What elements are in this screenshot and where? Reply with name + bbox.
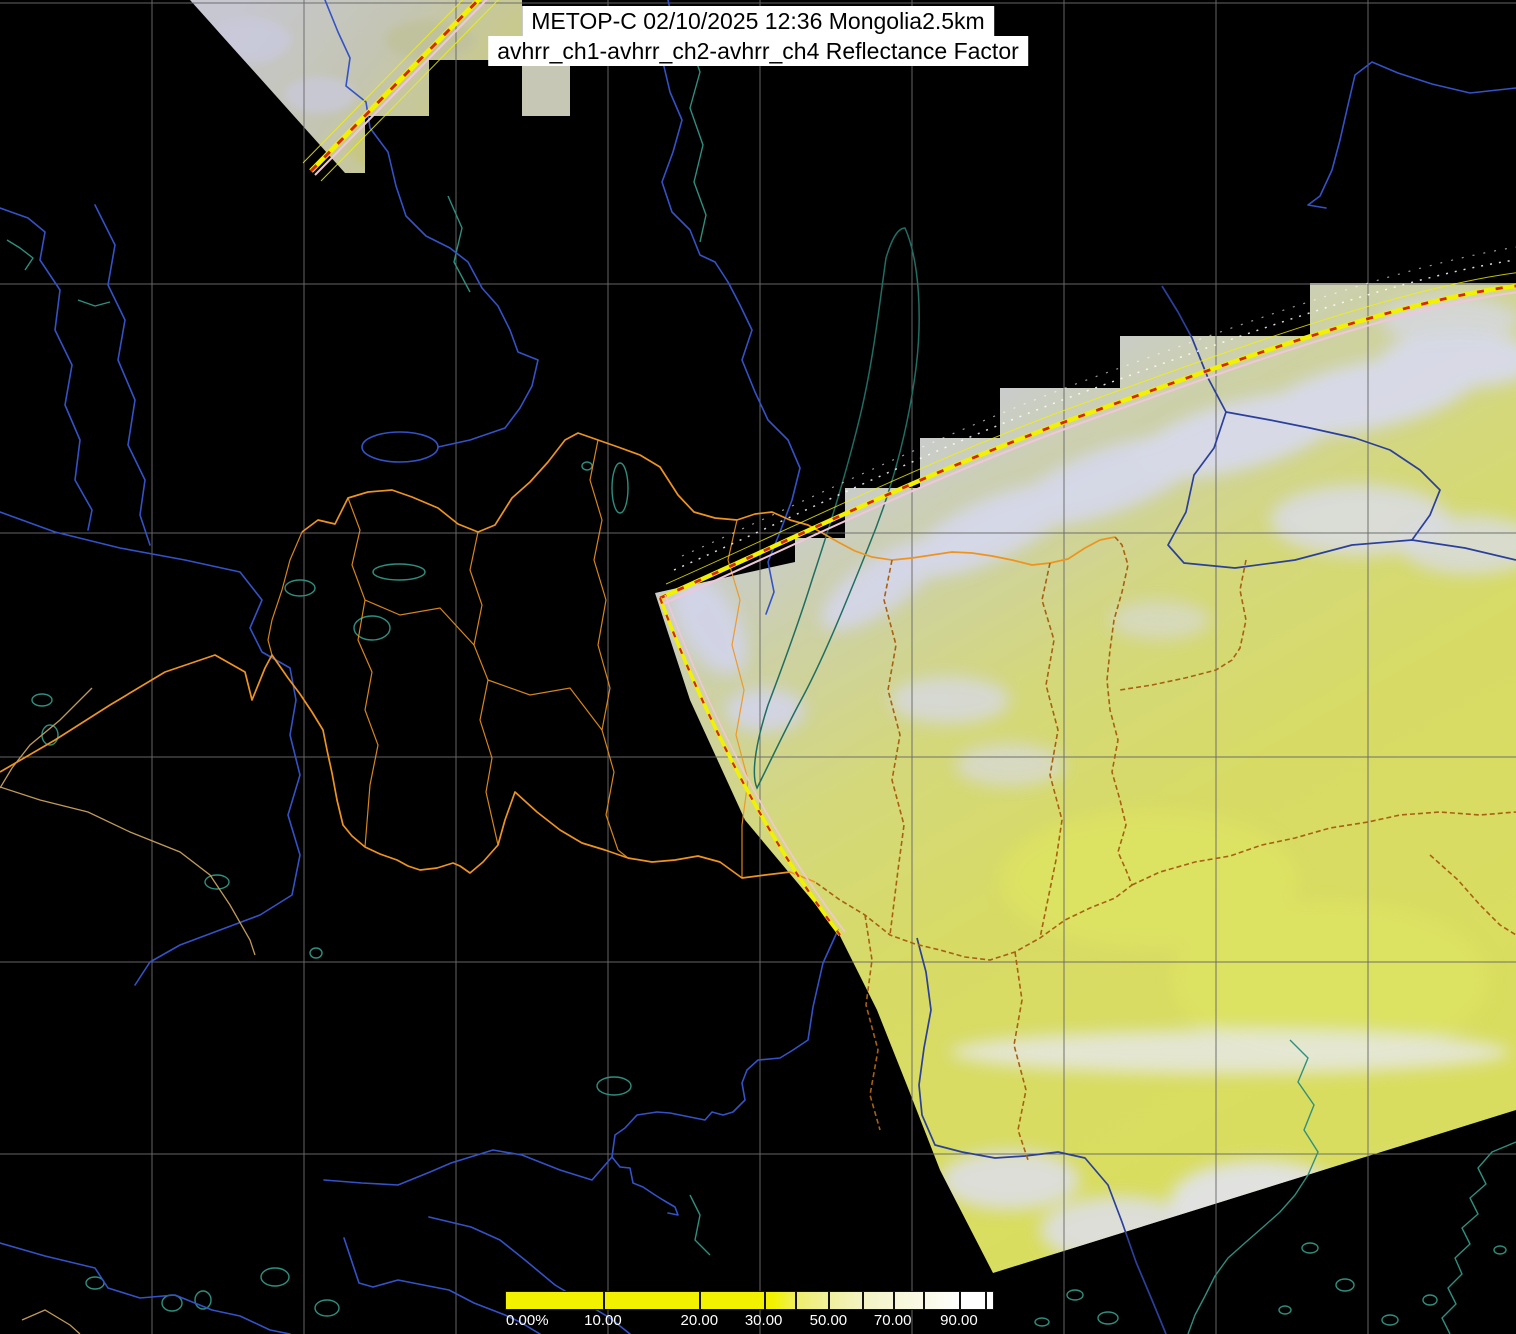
- country-borders: [0, 432, 1516, 1161]
- colorbar: 0.00% 10.00 20.00 30.00 50.00 70.00 90.0…: [505, 1291, 994, 1329]
- colorbar-tick: [985, 1292, 988, 1309]
- colorbar-tick: [699, 1292, 702, 1309]
- rivers-on-swath: [916, 285, 1516, 1334]
- secondary-borders: [0, 687, 256, 1334]
- swath-clouds: [673, 296, 1516, 1273]
- colorbar-labels: 0.00% 10.00 20.00 30.00 50.00 70.00 90.0…: [506, 1309, 993, 1329]
- colorbar-tick: [763, 1292, 766, 1309]
- colorbar-tick: [892, 1292, 895, 1309]
- colorbar-tick: [923, 1292, 926, 1309]
- colorbar-tick: [958, 1292, 961, 1309]
- coastlines-lakes: [6, 37, 1516, 1334]
- colorbar-label: 20.00: [680, 1312, 719, 1329]
- colorbar-tick: [602, 1292, 605, 1309]
- lake-baikal: [753, 227, 920, 790]
- colorbar-label: 70.00: [873, 1312, 912, 1329]
- colorbar-tick: [795, 1292, 798, 1309]
- colorbar-tick: [828, 1292, 831, 1309]
- product-subtitle: avhrr_ch1-avhrr_ch2-avhrr_ch4 Reflectanc…: [488, 36, 1028, 66]
- satellite-swath: [522, 60, 1516, 1273]
- colorbar-label: 0.00%: [506, 1312, 549, 1329]
- colorbar-label: 10.00: [584, 1312, 622, 1329]
- mongolia-border: [301, 432, 1116, 566]
- title-box: METOP-C 02/10/2025 12:36 Mongolia2.5km a…: [488, 6, 1028, 66]
- colorbar-label: 90.00: [940, 1312, 978, 1329]
- product-title: METOP-C 02/10/2025 12:36 Mongolia2.5km: [522, 6, 994, 36]
- scan-track-band: [302, 0, 499, 182]
- scan-track-swath: [658, 246, 1516, 937]
- colorbar-gradient: [505, 1291, 994, 1310]
- mongolia-border-south: [0, 654, 816, 883]
- colorbar-tick: [861, 1292, 864, 1309]
- mongolia-border-east: [814, 536, 1133, 961]
- colorbar-label: 30.00: [744, 1312, 783, 1329]
- colorbar-label: 50.00: [809, 1312, 848, 1329]
- swath-edge-block: [522, 60, 570, 116]
